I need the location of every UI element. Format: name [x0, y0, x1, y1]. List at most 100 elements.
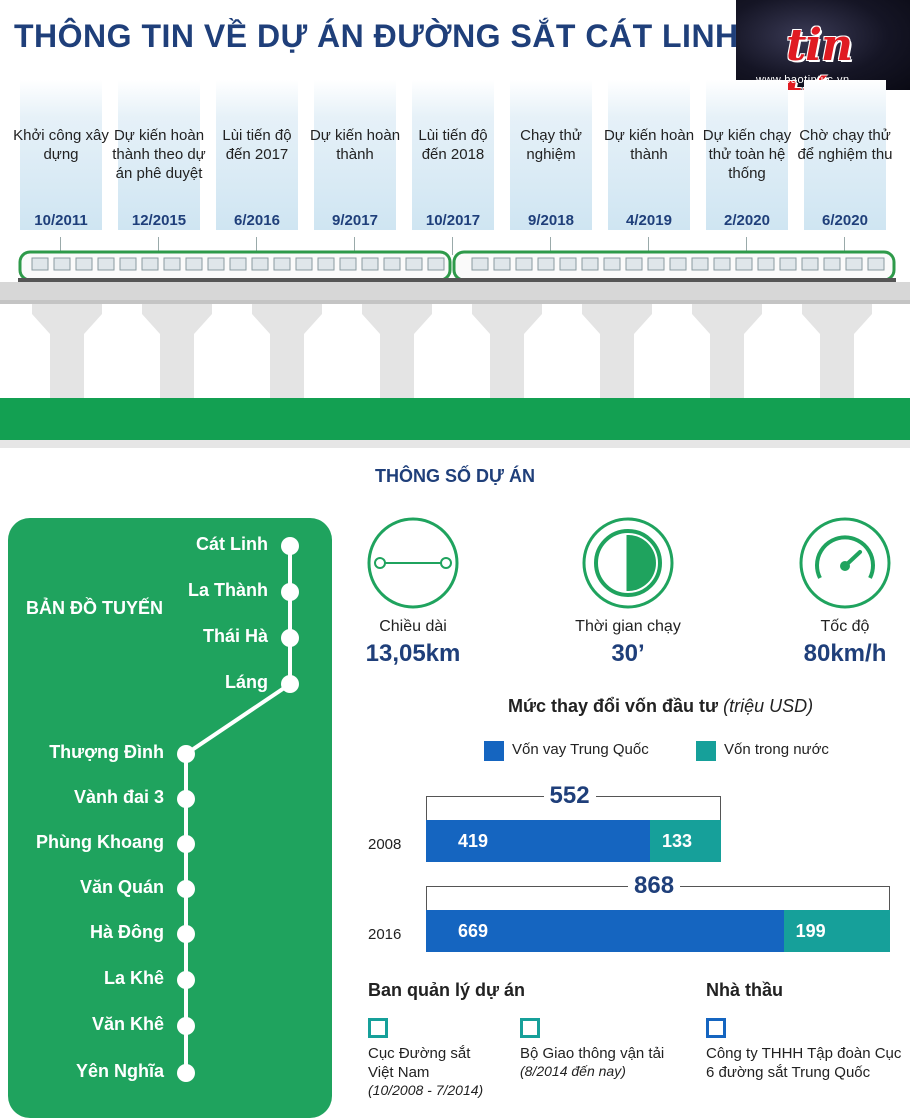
station-name: Thượng Đình — [49, 742, 164, 762]
train-illustration — [18, 250, 896, 283]
bar-total-label: 552 — [543, 782, 596, 810]
legend-label: Vốn vay Trung Quốc — [512, 741, 649, 758]
bar-value-label: 669 — [458, 920, 489, 941]
timeline-label: Chờ chạy thử để nghiệm thu — [797, 127, 893, 163]
station-name: Văn Quán — [79, 877, 164, 897]
spec-value: 13,05km — [365, 640, 461, 667]
timeline-label: Chạy thử nghiệm — [520, 127, 582, 163]
timeline-card: Chạy thử nghiệm 9/2018 — [510, 80, 592, 230]
category-label: 2016 — [368, 926, 402, 943]
station-name: La Thành — [188, 580, 268, 600]
timeline-date: 6/2020 — [822, 212, 868, 229]
viaduct-deck — [0, 282, 910, 300]
chart-title-text: Mức thay đổi vốn đầu tư — [508, 696, 719, 716]
station-dot — [177, 1017, 195, 1035]
contractor-heading: Nhà thầu — [706, 980, 784, 1000]
station-dot — [281, 537, 299, 555]
station-dot — [177, 971, 195, 989]
legend-label: Vốn trong nước — [724, 741, 829, 758]
station-dot — [281, 675, 299, 693]
timeline-card: Dự kiến hoàn thành theo dự án phê duyệt 1… — [112, 80, 206, 230]
spec-label: Chiều dài — [379, 618, 447, 635]
timeline-date: 6/2016 — [234, 212, 280, 229]
timeline-label: Lùi tiến độ đến 2018 — [418, 127, 488, 163]
checkbox-icon — [520, 1018, 540, 1038]
viaduct-pillar — [32, 304, 102, 404]
legend-swatch — [696, 741, 716, 761]
page-title: THÔNG TIN VỀ DỰ ÁN ĐƯỜNG SẮT CÁT LINH - — [14, 18, 760, 54]
ground-strip — [0, 398, 910, 440]
station-dot — [177, 835, 195, 853]
timeline-label: Dự kiến hoàn thành — [603, 127, 695, 163]
timeline-date: 2/2020 — [724, 212, 770, 229]
timeline-label: Dự kiến hoàn thành theo dự án phê duyệt — [112, 127, 206, 182]
bar-segment: 419 — [426, 820, 650, 862]
timeline-tick — [60, 237, 61, 255]
bar-segment: 669 — [426, 910, 784, 952]
chart-unit: (triệu USD) — [723, 696, 814, 716]
timeline-label: Lùi tiến độ đến 2017 — [222, 127, 292, 163]
timeline-tick — [452, 237, 453, 255]
station-name: Yên Nghĩa — [75, 1061, 164, 1081]
timeline-tick — [158, 237, 159, 255]
timeline-tick — [844, 237, 845, 255]
timeline-label: Khởi công xây dựng — [13, 127, 109, 163]
bar-segment: 199 — [783, 910, 890, 952]
spec-label: Tốc độ — [820, 618, 870, 635]
station-dot — [281, 629, 299, 647]
station-name: Vành đai 3 — [73, 787, 164, 807]
bar-value-label: 419 — [458, 830, 489, 851]
viaduct-pillar — [362, 304, 432, 404]
checkbox-icon — [368, 1018, 388, 1038]
station-name: Phùng Khoang — [36, 832, 164, 852]
timeline-label: Dự kiến chạy thử toàn hệ thống — [702, 127, 792, 182]
contractor-name: Công ty THHH Tập đoàn Cục 6 đường sắt Tr… — [706, 1045, 902, 1081]
timeline-tick — [746, 237, 747, 255]
viaduct-pillar — [472, 304, 542, 404]
management-heading: Ban quản lý dự án — [368, 980, 526, 1000]
timeline-tick — [354, 237, 355, 255]
timeline-card: Lùi tiến độ đến 2018 10/2017 — [412, 80, 494, 230]
station-dot — [177, 790, 195, 808]
viaduct-deck-shadow — [0, 300, 910, 304]
legend-swatch — [484, 741, 504, 761]
station-dot — [177, 880, 195, 898]
timeline-label: Dự kiến hoàn thành — [309, 127, 401, 163]
timeline-date: 10/2017 — [425, 212, 481, 229]
category-label: 2008 — [368, 836, 402, 853]
management-item-1-period: (10/2008 - 7/2014) — [368, 1082, 484, 1098]
length-icon — [367, 517, 459, 609]
station-name: Văn Khê — [91, 1014, 164, 1034]
timeline-card: Dự kiến chạy thử toàn hệ thống 2/2020 — [703, 80, 791, 230]
speedometer-icon — [799, 517, 891, 609]
timeline-card: Dự kiến hoàn thành 9/2017 — [310, 80, 400, 230]
station-name: La Khê — [103, 968, 164, 988]
station-dot — [281, 583, 299, 601]
viaduct-pillar — [252, 304, 322, 404]
timeline-date: 9/2018 — [528, 212, 574, 229]
timeline-date: 4/2019 — [626, 212, 672, 229]
route-line — [177, 537, 299, 1082]
clock-icon — [582, 517, 674, 609]
ground-line — [0, 440, 910, 448]
station-dot — [177, 745, 195, 763]
logo: tin tức www.baotintuc.vn — [736, 0, 910, 90]
checkbox-icon — [706, 1018, 726, 1038]
viaduct-pillar — [802, 304, 872, 404]
timeline-card: Dự kiến hoàn thành 4/2019 — [604, 80, 694, 230]
timeline-tick — [648, 237, 649, 255]
section-title: THÔNG SỐ DỰ ÁN — [375, 466, 535, 486]
spec-value: 30’ — [611, 640, 645, 667]
route-map — [8, 518, 332, 1118]
bar-segment: 133 — [649, 820, 722, 862]
management-item-2-period: (8/2014 đến nay) — [520, 1063, 626, 1079]
station-name: Hà Đông — [90, 922, 164, 942]
timeline-card: Chờ chạy thử để nghiệm thu 6/2020 — [797, 80, 893, 230]
timeline-card: Khởi công xây dựng 10/2011 — [13, 80, 109, 230]
station-dot — [177, 1064, 195, 1082]
station-name: Thái Hà — [202, 626, 268, 646]
viaduct-pillar — [142, 304, 212, 404]
viaduct-pillar — [582, 304, 652, 404]
bar-total-label: 868 — [628, 872, 681, 900]
spec-value: 80km/h — [803, 640, 887, 667]
